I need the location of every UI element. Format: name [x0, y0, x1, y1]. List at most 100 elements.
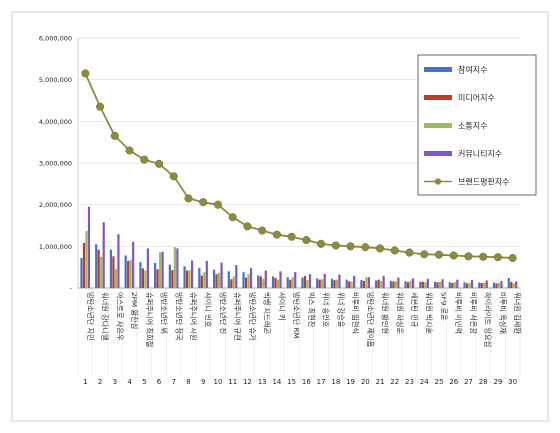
bar-1-10	[212, 269, 216, 288]
line-point-16	[302, 236, 311, 245]
bar-1-3	[109, 249, 113, 288]
bar-3-24	[424, 282, 427, 288]
line-point-22	[390, 246, 399, 255]
bar-4-20	[367, 277, 370, 288]
index-label: 18	[331, 378, 340, 386]
y-tick-label: 3,000,000	[39, 160, 72, 168]
bar-4-19	[353, 275, 356, 288]
bar-2-26	[451, 283, 454, 288]
bar-2-8	[186, 270, 189, 288]
bar-2-21	[377, 279, 380, 288]
bar-3-14	[276, 279, 280, 288]
category-label: 비투비 서은광	[469, 292, 478, 334]
bar-4-23	[412, 278, 415, 288]
bar-2-23	[407, 282, 410, 288]
bar-4-6	[161, 251, 164, 288]
index-label: 3	[113, 378, 117, 386]
category-label: 비투비 이민혁	[454, 292, 463, 334]
legend-swatch-marker	[434, 178, 442, 185]
line-point-20	[361, 243, 370, 252]
bar-4-26	[456, 279, 459, 288]
bar-4-10	[220, 262, 223, 288]
category-label: 샤이니 민호	[204, 292, 213, 328]
category-label: 2PM 황찬성	[130, 292, 139, 329]
bar-1-23	[404, 281, 407, 288]
index-label: 17	[317, 378, 326, 386]
index-label: 13	[258, 378, 267, 386]
bar-4-18	[338, 274, 341, 288]
index-label: 5	[142, 378, 146, 386]
bar-4-13	[264, 270, 267, 288]
line-point-7	[169, 172, 178, 181]
bar-4-27	[470, 280, 474, 288]
bar-1-17	[316, 278, 319, 288]
line-point-26	[449, 251, 458, 260]
y-tick-label: 5,000,000	[39, 76, 72, 84]
bar-3-10	[217, 273, 221, 288]
line-point-24	[420, 250, 429, 259]
bar-4-21	[382, 275, 385, 288]
category-label: 아스트로 차은우	[115, 292, 124, 341]
bar-2-2	[97, 249, 100, 288]
bar-1-26	[448, 282, 451, 288]
line-point-5	[140, 155, 149, 164]
legend-swatch-3	[424, 123, 452, 128]
category-label: 위너 강승윤	[336, 292, 345, 328]
bar-2-25	[436, 282, 439, 288]
category-label: 워너원 강다니엘	[101, 292, 110, 341]
index-label: 2	[98, 378, 102, 386]
bar-2-13	[259, 276, 262, 288]
bar-2-20	[362, 280, 365, 288]
bar-2-15	[289, 279, 292, 288]
bar-2-5	[141, 268, 144, 288]
bar-3-4	[129, 260, 132, 288]
bar-1-6	[154, 263, 157, 288]
bar-4-11	[235, 265, 238, 288]
bar-2-19	[348, 281, 351, 288]
bar-3-18	[335, 279, 339, 288]
bar-1-12	[242, 272, 245, 288]
category-label: 비투비 육성재	[498, 292, 507, 334]
index-label: 8	[186, 378, 190, 386]
bar-3-13	[262, 278, 265, 288]
bar-2-24	[421, 281, 424, 288]
bar-3-25	[438, 281, 442, 288]
line-point-1	[81, 69, 90, 78]
bar-1-2	[95, 244, 98, 288]
bar-1-28	[478, 282, 481, 288]
index-label: 29	[493, 378, 502, 386]
category-label: 슈퍼주니어 규현	[233, 292, 242, 341]
line-point-19	[346, 242, 355, 251]
line-point-10	[213, 200, 223, 209]
line-point-23	[405, 248, 414, 257]
index-label: 4	[127, 378, 132, 386]
index-label: 12	[243, 378, 252, 386]
line-point-29	[493, 253, 502, 262]
bar-4-15	[294, 272, 297, 288]
index-label: 28	[479, 378, 488, 386]
line-point-8	[184, 194, 193, 203]
legend-label-1: 참여지수	[458, 65, 487, 75]
legend-label-5: 브랜드평판지수	[458, 177, 510, 187]
bar-4-5	[146, 248, 149, 288]
bar-1-1	[80, 258, 83, 288]
bar-1-14	[271, 276, 275, 288]
bar-1-18	[330, 278, 334, 288]
bar-3-16	[306, 280, 309, 288]
category-label: 방탄소년단 제이홉	[366, 292, 375, 348]
y-tick-label: 6,000,000	[39, 35, 72, 43]
line-point-25	[434, 250, 444, 259]
bar-3-28	[483, 282, 486, 288]
category-label: 워너원 김재환	[513, 292, 522, 334]
index-label: 23	[405, 378, 414, 386]
legend-swatch-2	[424, 95, 452, 100]
bar-3-5	[144, 270, 147, 288]
bar-4-2	[102, 222, 105, 288]
index-label: 10	[214, 378, 223, 386]
bar-4-30	[515, 281, 518, 288]
index-label: 30	[508, 378, 517, 386]
bar-2-29	[495, 283, 498, 288]
category-label: 빅뱅 지드래곤	[263, 292, 272, 334]
line-point-18	[331, 241, 340, 250]
